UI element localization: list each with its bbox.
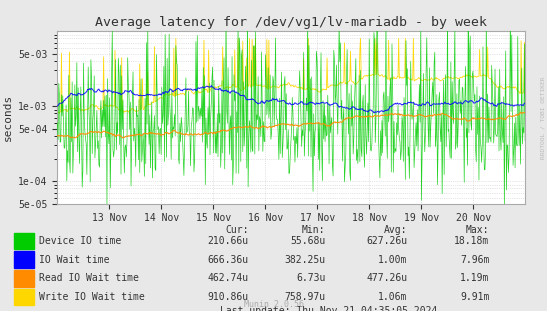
Text: 6.73u: 6.73u [296, 273, 325, 283]
Text: 55.68u: 55.68u [290, 236, 325, 246]
Bar [14, 233, 34, 249]
Text: Read IO Wait time: Read IO Wait time [39, 273, 139, 283]
Text: Min:: Min: [302, 225, 325, 235]
Text: 1.06m: 1.06m [378, 292, 408, 302]
Text: IO Wait time: IO Wait time [39, 255, 110, 265]
Text: 758.97u: 758.97u [284, 292, 325, 302]
Text: 210.66u: 210.66u [208, 236, 249, 246]
Text: Cur:: Cur: [225, 225, 249, 235]
Text: 7.96m: 7.96m [460, 255, 490, 265]
Text: 18.18m: 18.18m [455, 236, 490, 246]
Text: Avg:: Avg: [384, 225, 408, 235]
Bar [14, 289, 34, 305]
Text: 382.25u: 382.25u [284, 255, 325, 265]
Y-axis label: seconds: seconds [3, 94, 13, 141]
Text: Write IO Wait time: Write IO Wait time [39, 292, 145, 302]
Text: 910.86u: 910.86u [208, 292, 249, 302]
Bar [14, 270, 34, 287]
Text: 1.19m: 1.19m [460, 273, 490, 283]
Text: 1.00m: 1.00m [378, 255, 408, 265]
Text: 9.91m: 9.91m [460, 292, 490, 302]
Text: Device IO time: Device IO time [39, 236, 121, 246]
Text: RRDTOOL / TOBI OETIKER: RRDTOOL / TOBI OETIKER [540, 77, 546, 160]
Bar [14, 251, 34, 268]
Title: Average latency for /dev/vg1/lv-mariadb - by week: Average latency for /dev/vg1/lv-mariadb … [95, 16, 487, 29]
Text: Last update: Thu Nov 21 04:35:05 2024: Last update: Thu Nov 21 04:35:05 2024 [219, 306, 437, 311]
Text: 462.74u: 462.74u [208, 273, 249, 283]
Text: Max:: Max: [466, 225, 490, 235]
Text: 477.26u: 477.26u [366, 273, 408, 283]
Text: Munin 2.0.56: Munin 2.0.56 [243, 300, 304, 309]
Text: 666.36u: 666.36u [208, 255, 249, 265]
Text: 627.26u: 627.26u [366, 236, 408, 246]
